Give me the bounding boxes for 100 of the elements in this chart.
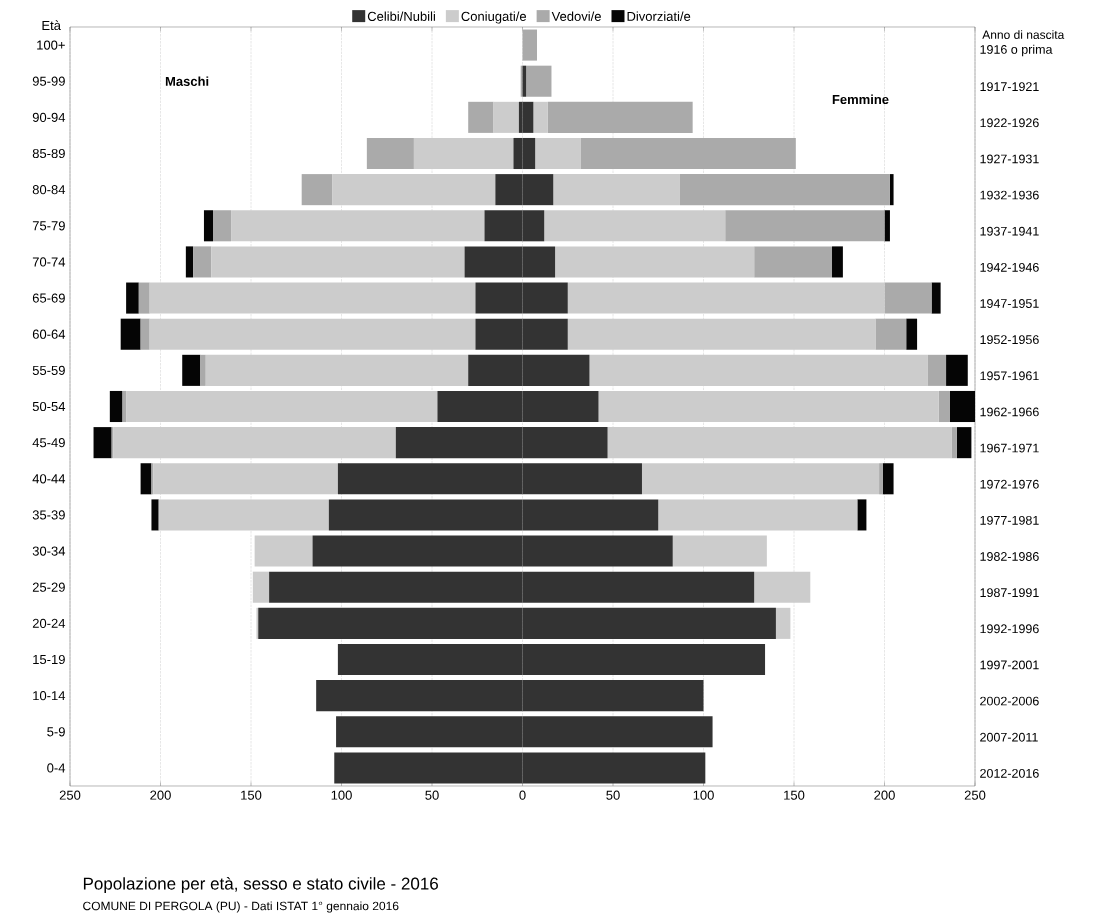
bar [140,463,152,495]
bar [332,174,496,206]
bar [200,354,206,386]
x-tick-label: 100 [693,790,714,800]
bar [857,499,867,531]
bar [775,607,791,639]
y-tick-label: 35-39 [32,510,65,520]
bar [151,499,159,531]
bar [203,210,213,242]
text: COMUNE DI PERGOLA (PU) - Dati ISTAT 1° gennaio 2016 [83,901,399,913]
y-tick-label: 55-59 [32,365,65,375]
bar [211,246,465,278]
bar [126,282,139,314]
y-tick-label: 60-64 [32,329,66,339]
y2-axis-title: Anno di nascita [982,30,1065,39]
bar [580,137,796,170]
y2-tick-label: 1947-1951 [980,299,1039,308]
bar [679,174,890,206]
y2-tick-label: 1932-1936 [980,190,1039,200]
bar [120,318,141,350]
bar [906,318,918,350]
legend-label: Vedovi/e [551,11,601,21]
y2-tick-label: 1942-1946 [980,262,1039,272]
bar [93,427,112,459]
bar [641,463,880,495]
bar [598,390,939,423]
bar [122,390,127,423]
bar [938,390,950,423]
y-axis-title: Età [42,20,61,31]
bar [522,101,534,133]
bar [149,318,476,350]
bar [884,210,890,242]
bar [672,535,767,567]
bar [301,174,333,206]
bar [193,246,212,278]
bar [254,535,313,567]
y-tick-label: 40-44 [32,474,66,484]
y2-tick-label: 2012-2016 [980,768,1039,778]
bar [956,427,972,459]
bar [526,65,552,97]
bar [879,463,883,495]
x-tick-label: 50 [606,790,620,800]
x-tick-label: 0 [519,790,526,800]
annotation: Femmine [832,94,889,105]
y2-tick-label: 1967-1971 [980,443,1039,453]
y-tick-label: 100+ [37,40,65,50]
bar [875,318,907,350]
y2-tick-label: 1962-1966 [980,407,1039,417]
bar [882,463,894,495]
bar [544,210,726,242]
bar [413,137,514,170]
legend-label: Coniugati/e [461,11,527,24]
y-tick-label: 80-84 [32,185,66,195]
bar [951,427,957,459]
y-tick-label: 25-29 [32,582,65,592]
bar [153,463,338,495]
bar [522,29,537,61]
x-tick-label: 150 [241,790,262,800]
y-tick-label: 0-4 [47,763,66,773]
y-tick-label: 70-74 [32,257,66,267]
y-tick-label: 30-34 [32,546,66,556]
y2-tick-label: 1987-1991 [980,588,1039,598]
y-tick-label: 5-9 [47,727,65,737]
bar [754,571,811,603]
bar [567,318,876,350]
bar [832,246,843,278]
bar [889,174,894,206]
bar [138,282,150,314]
bar [493,101,519,133]
x-tick-label: 100 [331,790,352,800]
y-tick-label: 10-14 [33,691,66,701]
bar [949,390,976,423]
y2-tick-label: 1997-2001 [980,660,1039,670]
bar [109,390,123,423]
bar [547,101,693,133]
legend-label: Celibi/Nubili [367,11,435,21]
y2-tick-label: 1952-1956 [980,335,1039,345]
bar [946,354,968,386]
y-tick-label: 20-24 [32,618,66,628]
bar [754,246,833,278]
x-tick-label: 200 [874,790,895,800]
y2-tick-label: 1982-1986 [980,552,1039,561]
bar [535,137,581,170]
y2-tick-label: 1977-1981 [980,515,1039,525]
y2-tick-label: 1992-1996 [980,624,1039,634]
x-tick-label: 50 [425,790,439,800]
bar [185,246,194,278]
x-tick-label: 250 [59,790,81,800]
x-tick-label: 200 [150,790,171,800]
bar [607,427,952,459]
x-tick-label: 150 [784,790,805,800]
bar [884,282,932,314]
y2-tick-label: 1922-1926 [980,118,1039,128]
bar [231,210,485,242]
y-tick-label: 15-19 [33,654,65,665]
text: Popolazione per età, sesso e stato civile - 2016 [83,876,438,894]
bar [533,101,548,133]
bar [589,354,928,386]
y2-tick-label: 2007-2011 [980,732,1038,742]
bar [252,571,270,603]
